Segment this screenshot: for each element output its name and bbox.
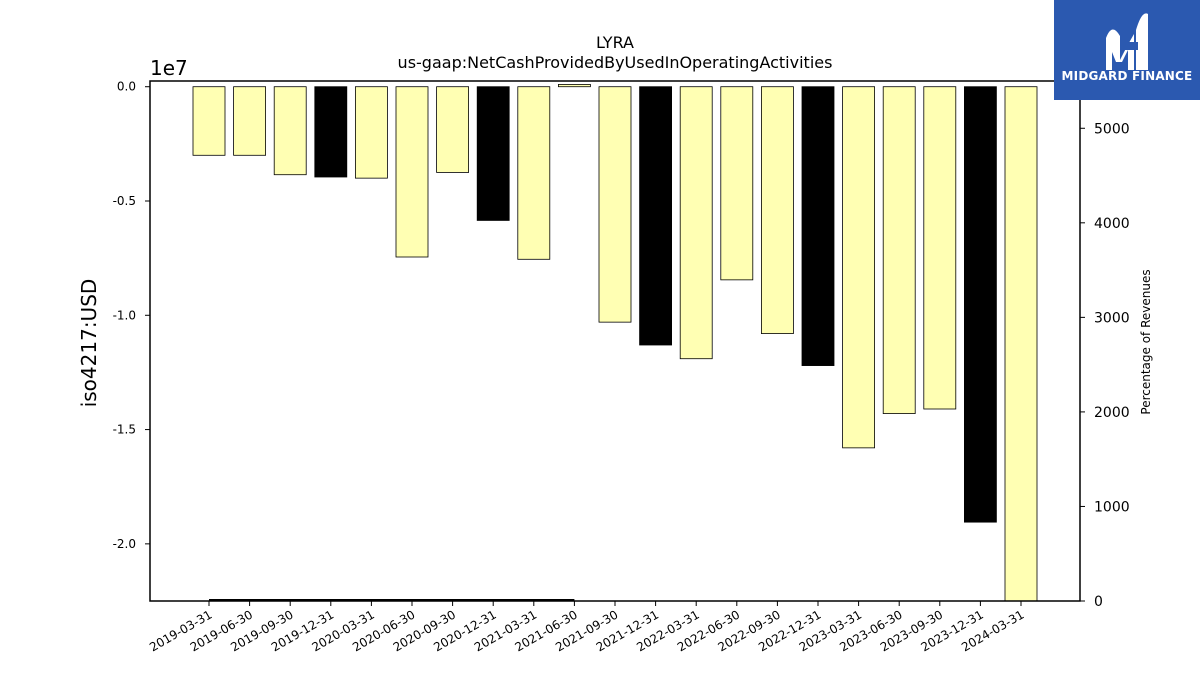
x-axis-ticks: 2019-03-312019-06-302019-09-302019-12-31…: [147, 601, 1027, 654]
y2-tick-label: 0: [1094, 594, 1103, 610]
brand-logo: MIDGARD FINANCE: [1054, 0, 1200, 100]
logo-mark-icon: [1106, 13, 1148, 70]
bars-group: [192, 84, 1038, 602]
y-tick-label: -1.5: [113, 423, 136, 437]
bar-2021-09-30: [598, 86, 632, 323]
y2-tick-label: 1000: [1094, 499, 1130, 515]
y2-tick-label: 3000: [1094, 310, 1130, 326]
y-tick-label: -1.0: [113, 308, 136, 322]
bar-2021-12-31: [639, 86, 672, 346]
bar-2020-03-31: [354, 86, 388, 179]
y-tick-label: 0.0: [117, 80, 136, 94]
bar-2019-12-31: [314, 86, 348, 178]
y2-tick-label: 5000: [1094, 121, 1130, 137]
y-offset-label: 1e7: [150, 56, 188, 80]
y-tick-label: -2.0: [113, 537, 136, 551]
bar-2024-03-31: [1004, 86, 1038, 602]
y-axis-ticks: 0.0 -0.5 -1.0 -1.5 -2.0: [113, 80, 150, 551]
y2-tick-label: 2000: [1094, 405, 1130, 421]
bar-2023-03-31: [842, 86, 875, 449]
bar-2019-03-31: [192, 86, 226, 156]
bar-2022-09-30: [761, 86, 794, 334]
bar-2020-12-31: [476, 86, 510, 221]
bar-2020-06-30: [395, 86, 429, 258]
bar-2023-09-30: [923, 86, 957, 410]
chart-title: LYRA: [596, 33, 634, 52]
bar-2023-12-31: [964, 86, 997, 523]
brand-name: MIDGARD FINANCE: [1061, 69, 1193, 83]
y2-axis-ticks: 0 1000 2000 3000 4000 5000: [1080, 121, 1130, 610]
bar-2021-03-31: [517, 86, 551, 260]
y-axis-label: iso4217:USD: [77, 279, 101, 408]
y2-tick-label: 4000: [1094, 216, 1130, 232]
bar-2022-12-31: [801, 86, 835, 366]
bar-2023-06-30: [882, 86, 916, 414]
bar-2020-09-30: [436, 86, 470, 173]
bar-2022-06-30: [720, 86, 754, 281]
bar-2022-03-31: [679, 86, 713, 360]
bar-2019-06-30: [233, 86, 267, 156]
bar-2019-09-30: [273, 86, 307, 176]
bar-2021-06-30: [558, 84, 591, 88]
chart-subtitle: us-gaap:NetCashProvidedByUsedInOperating…: [398, 53, 833, 72]
y-tick-label: -0.5: [113, 194, 136, 208]
y2-axis-label: Percentage of Revenues: [1139, 269, 1153, 414]
